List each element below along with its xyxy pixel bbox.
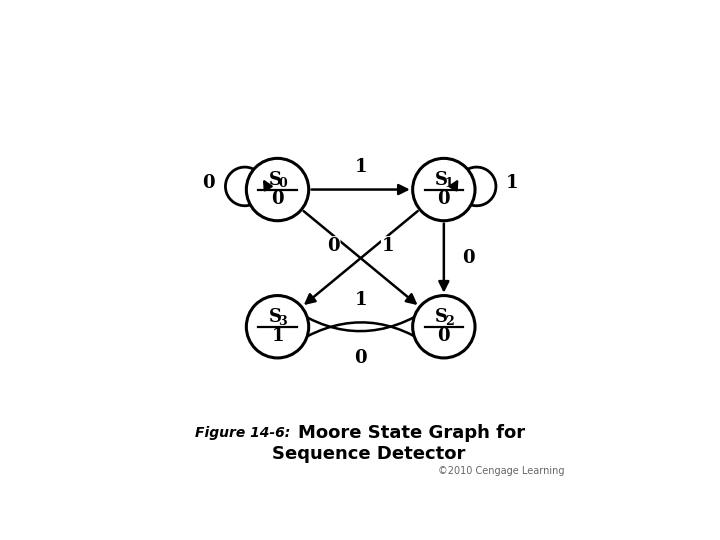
Text: S: S — [436, 171, 449, 189]
Text: S: S — [269, 171, 282, 189]
Text: 2: 2 — [445, 315, 454, 328]
Text: 0: 0 — [202, 174, 215, 192]
Text: S: S — [436, 308, 449, 326]
Circle shape — [413, 295, 475, 358]
Text: 0: 0 — [271, 190, 284, 208]
Text: 0: 0 — [279, 178, 287, 191]
Text: 1: 1 — [382, 237, 394, 255]
Text: 0: 0 — [328, 237, 340, 255]
Circle shape — [413, 158, 475, 221]
Text: 1: 1 — [506, 174, 518, 192]
Circle shape — [246, 158, 309, 221]
Text: 3: 3 — [279, 315, 287, 328]
Text: Figure 14-6:: Figure 14-6: — [194, 426, 290, 440]
Text: 1: 1 — [354, 158, 367, 176]
Text: 1: 1 — [271, 327, 284, 345]
Text: 0: 0 — [438, 327, 450, 345]
Text: 0: 0 — [354, 349, 367, 367]
Text: 0: 0 — [438, 190, 450, 208]
Text: S: S — [269, 308, 282, 326]
Text: 1: 1 — [354, 291, 367, 309]
Text: ©2010 Cengage Learning: ©2010 Cengage Learning — [438, 467, 564, 476]
Text: Sequence Detector: Sequence Detector — [272, 446, 466, 463]
Circle shape — [246, 295, 309, 358]
Text: 1: 1 — [445, 178, 454, 191]
Text: Moore State Graph for: Moore State Graph for — [298, 424, 526, 442]
Text: 0: 0 — [462, 249, 475, 267]
